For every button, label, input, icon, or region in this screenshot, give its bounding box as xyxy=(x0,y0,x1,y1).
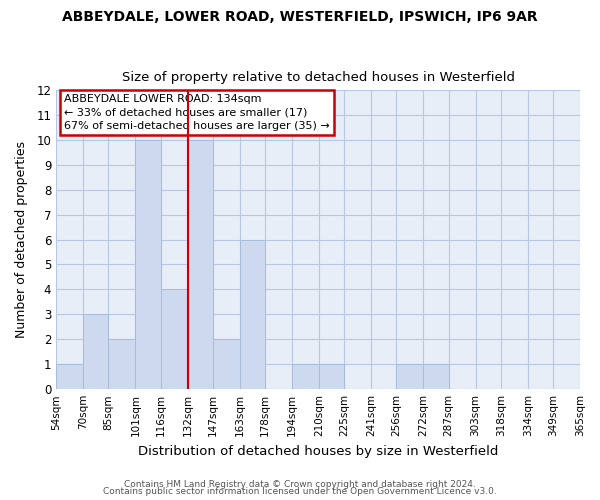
Y-axis label: Number of detached properties: Number of detached properties xyxy=(15,141,28,338)
Bar xyxy=(83,314,109,389)
Title: Size of property relative to detached houses in Westerfield: Size of property relative to detached ho… xyxy=(122,72,515,85)
Text: ABBEYDALE, LOWER ROAD, WESTERFIELD, IPSWICH, IP6 9AR: ABBEYDALE, LOWER ROAD, WESTERFIELD, IPSW… xyxy=(62,10,538,24)
Bar xyxy=(424,364,449,389)
Text: ABBEYDALE LOWER ROAD: 134sqm
← 33% of detached houses are smaller (17)
67% of se: ABBEYDALE LOWER ROAD: 134sqm ← 33% of de… xyxy=(64,94,330,130)
Text: Contains HM Land Registry data © Crown copyright and database right 2024.: Contains HM Land Registry data © Crown c… xyxy=(124,480,476,489)
Bar xyxy=(109,340,136,389)
Bar xyxy=(292,364,319,389)
Bar xyxy=(213,340,240,389)
Bar xyxy=(188,140,213,389)
Bar xyxy=(161,290,188,389)
Bar xyxy=(56,364,83,389)
Bar xyxy=(240,240,265,389)
Text: Contains public sector information licensed under the Open Government Licence v3: Contains public sector information licen… xyxy=(103,488,497,496)
Bar xyxy=(397,364,424,389)
X-axis label: Distribution of detached houses by size in Westerfield: Distribution of detached houses by size … xyxy=(138,444,498,458)
Bar xyxy=(319,364,344,389)
Bar xyxy=(136,140,161,389)
